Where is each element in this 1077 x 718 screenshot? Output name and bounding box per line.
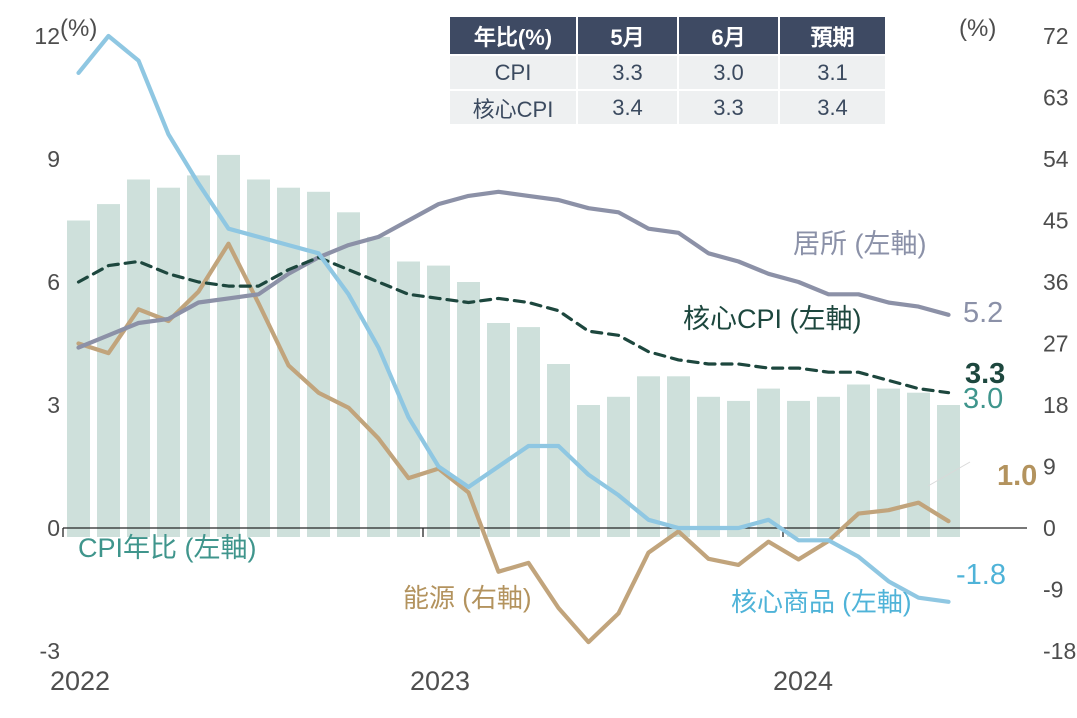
cpi-bar: [547, 364, 570, 537]
cpi-bar: [427, 265, 450, 537]
cpi-bar: [217, 154, 240, 537]
series-label-shelter: 居所 (左軸): [793, 229, 927, 259]
cpi-bar: [907, 392, 930, 537]
right-axis-unit-label: (%): [959, 15, 997, 42]
table-header-may: 5月: [578, 17, 677, 54]
table-cell-corecpi-expected: 3.4: [780, 91, 885, 124]
cpi-bar: [367, 236, 390, 537]
right-axis-tick-label: 18: [1043, 392, 1069, 418]
cpi-bar: [607, 396, 630, 537]
table-cell-cpi-may: 3.3: [578, 56, 677, 89]
table-cell-corecpi-label: 核心CPI: [450, 91, 576, 124]
cpi-bar: [307, 191, 330, 538]
cpi-bar: [637, 376, 660, 537]
cpi-bar: [247, 179, 270, 537]
table-header-june: 6月: [679, 17, 778, 54]
cpi-bar: [667, 376, 690, 537]
cpi-bar: [787, 400, 810, 537]
cpi-summary-table: 年比(%) 5月 6月 預期 CPI 3.3 3.0 3.1 核心CPI 3.4…: [450, 17, 885, 124]
left-axis-unit-label: (%): [60, 15, 98, 42]
cpi-bar: [457, 282, 480, 537]
series-label-core-cpi: 核心CPI (左軸): [683, 304, 862, 334]
right-axis-tick-label: 27: [1043, 331, 1069, 357]
right-axis-tick-label: 36: [1043, 269, 1069, 295]
table-header-expected: 預期: [780, 17, 885, 54]
series-label-core-goods: 核心商品 (左軸): [731, 587, 912, 617]
energy-line: [76, 241, 951, 645]
right-axis-tick-label: 0: [1043, 515, 1056, 541]
series-label-cpi-yoy: CPI年比 (左軸): [78, 533, 257, 563]
table-header-metric: 年比(%): [450, 17, 576, 54]
right-axis-tick-label: 45: [1043, 208, 1069, 234]
cpi-bar: [877, 388, 900, 537]
end-value-core-goods: -1.8: [956, 559, 1006, 591]
cpi-bar: [577, 405, 600, 537]
left-axis-tick-label: 0: [47, 515, 60, 541]
cpi-bar: [337, 212, 360, 538]
table-cell-cpi-label: CPI: [450, 56, 576, 89]
right-axis-tick-label: -9: [1043, 577, 1063, 603]
cpi-bar: [127, 179, 150, 537]
right-axis-tick-label: 72: [1043, 23, 1069, 49]
cpi-bar: [847, 384, 870, 537]
core_cpi-line: [76, 255, 951, 395]
left-axis-tick-label: -3: [40, 638, 60, 664]
series-label-energy: 能源 (右軸): [403, 583, 532, 613]
cpi-bar: [937, 405, 960, 537]
table-cell-cpi-expected: 3.1: [780, 56, 885, 89]
right-axis-tick-label: 54: [1043, 146, 1069, 172]
cpi-bar: [517, 327, 540, 537]
right-axis-tick-label: 9: [1043, 454, 1056, 480]
cpi-bar: [757, 388, 780, 537]
cpi-bar: [727, 400, 750, 537]
cpi-bar: [67, 220, 90, 537]
x-axis-year-2023: 2023: [410, 666, 471, 696]
end-value-shelter: 5.2: [963, 297, 1004, 329]
cpi-bar: [487, 323, 510, 537]
end-value-cpi: 3.0: [963, 383, 1004, 415]
cpi-bar: [187, 175, 210, 537]
cpi-bar: [97, 204, 120, 537]
energy-label-leader-line: [927, 461, 971, 487]
cpi-bar: [157, 187, 180, 537]
end-value-core-cpi: 3.3: [965, 358, 1006, 390]
left-axis-tick-label: 12: [34, 23, 60, 49]
right-axis-tick-label: 63: [1043, 85, 1069, 111]
core_goods-line: [76, 33, 951, 604]
left-axis-tick-label: 3: [47, 392, 60, 418]
x-axis-year-2024: 2024: [773, 666, 834, 696]
cpi-bar: [817, 396, 840, 537]
right-axis-tick-label: -18: [1043, 638, 1076, 664]
cpi-bar: [697, 396, 720, 537]
table-cell-corecpi-may: 3.4: [578, 91, 677, 124]
left-axis-tick-label: 9: [47, 146, 60, 172]
left-axis-tick-label: 6: [47, 269, 60, 295]
shelter-line: [76, 189, 951, 350]
table-cell-cpi-june: 3.0: [679, 56, 778, 89]
end-value-energy: 1.0: [997, 460, 1038, 492]
x-axis-year-2022: 2022: [50, 666, 111, 696]
table-cell-corecpi-june: 3.3: [679, 91, 778, 124]
